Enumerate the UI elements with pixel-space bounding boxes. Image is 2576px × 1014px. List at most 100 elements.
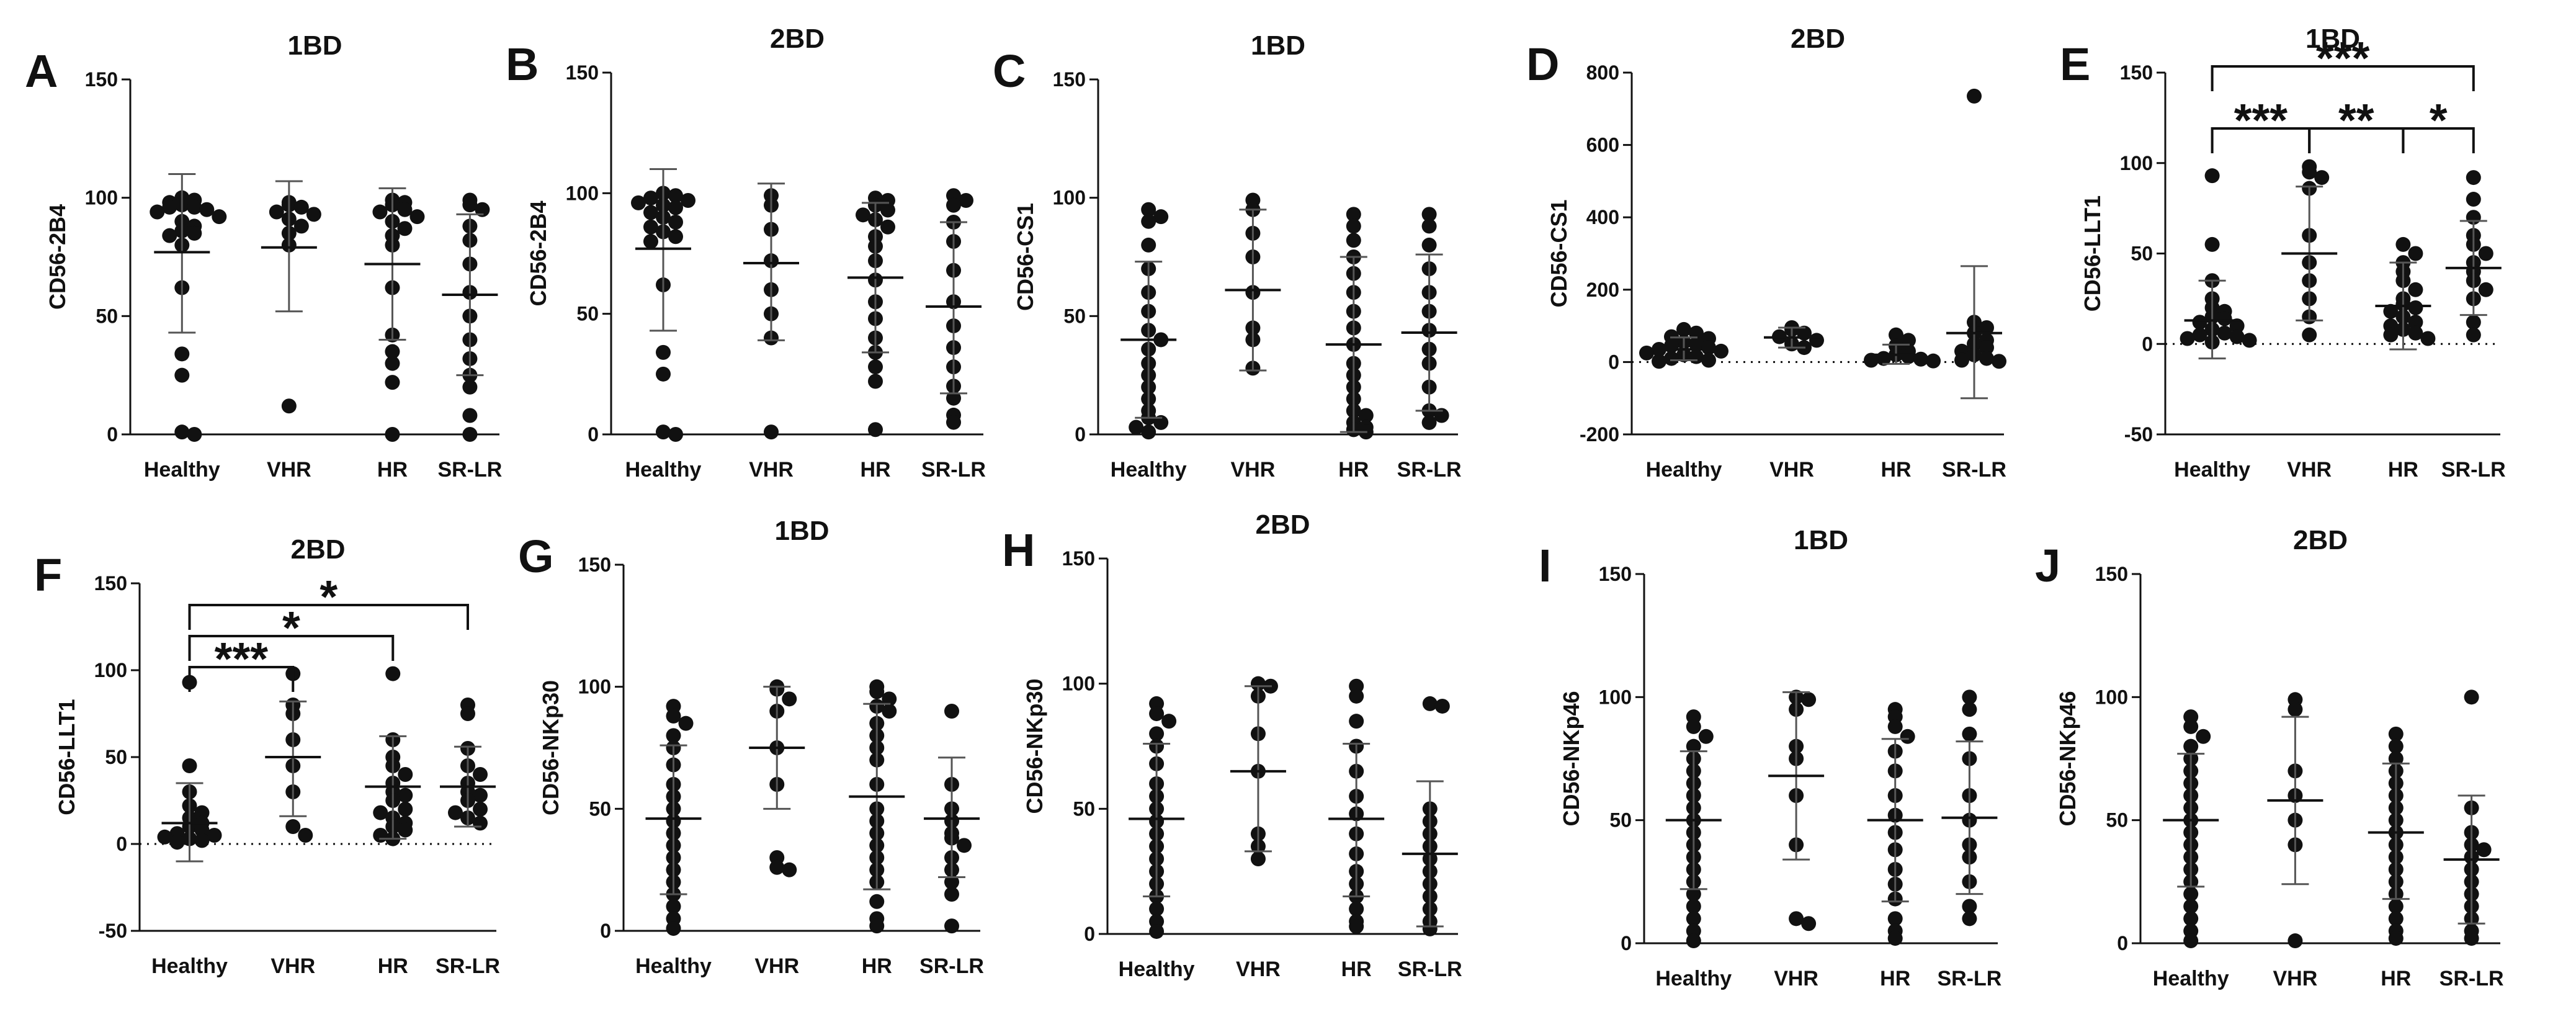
data-point [668,188,683,204]
data-point [2408,282,2423,297]
data-point [2302,164,2317,180]
data-point [1161,714,1177,729]
y-tick-label: 50 [2106,809,2128,832]
y-tick-label: 50 [1073,797,1095,820]
data-point [1141,424,1156,440]
panel-title: 1BD [1251,30,1305,61]
data-point [2217,311,2232,326]
x-category-label: Healthy [625,458,702,482]
data-point [475,202,490,217]
data-point [1887,931,1903,946]
data-point [306,207,321,222]
y-axis-label: CD56-NKp46 [2055,691,2080,826]
y-tick-label: 50 [96,305,118,327]
data-point [2466,192,2481,207]
significance-stars: ** [2338,94,2374,146]
data-point [869,684,885,699]
panel-title: 2BD [1255,509,1310,540]
data-point [2229,318,2245,334]
data-point [2408,246,2423,261]
data-point [681,192,695,208]
y-tick-label: 0 [2117,932,2128,954]
y-tick-label: 100 [2120,152,2153,174]
y-tick-label: 800 [1586,61,1619,84]
data-point [473,815,488,831]
data-point [944,874,959,890]
data-point [397,221,413,236]
data-point [169,835,185,850]
data-point [462,427,478,442]
significance-stars: * [282,602,300,653]
data-point [1809,333,1824,348]
panel-title: 2BD [290,534,345,565]
panel-title: 2BD [2293,525,2348,555]
y-tick-label: 0 [1621,932,1632,954]
data-point [1250,851,1266,866]
data-point [2388,726,2404,742]
panel-g: 0 50 100 150 CD56-NKp30 1BD G Healthy VHR HR SR-LR [518,516,984,978]
panel-a: 0 50 100 150 CD56-2B4 1BD A Healthy VHR HR SR-LR [25,30,502,482]
y-tick-label: 50 [589,797,611,820]
significance-bracket [2211,65,2475,91]
data-point [880,219,895,235]
x-category-label: HR [1341,958,1372,981]
panel-title: 1BD [287,30,342,61]
data-point [1962,911,1977,927]
data-point [473,767,488,782]
y-tick-label: 50 [1063,305,1086,327]
data-point [473,787,488,803]
data-point [1889,327,1903,343]
x-category-label: SR-LR [437,458,502,482]
data-point [398,787,413,803]
data-point [1346,207,1361,222]
y-tick-label: -50 [2124,423,2153,446]
panel-f: -50 0 50 100 150 CD56-LLT1 2BD F Healthy VHR HR SR-… [34,534,500,978]
data-point [643,234,658,249]
data-point [1346,218,1361,234]
data-point [199,202,215,217]
data-point [1701,340,1716,356]
panel-j: 0 50 100 150 CD56-NKp46 2BD J Healthy VHR HR SR-LR [2035,525,2504,990]
y-tick-label: 0 [600,920,611,942]
x-category-label: SR-LR [436,954,500,978]
data-point [1153,209,1169,225]
data-point [2408,315,2423,330]
y-axis-label: CD56-CS1 [1546,199,1572,307]
data-point [782,691,797,707]
data-point [2464,689,2479,705]
data-point [869,894,885,909]
data-point [666,899,681,914]
y-tick-label: 0 [2142,333,2153,355]
data-point [2383,303,2399,319]
panel-title: 2BD [1791,24,1845,54]
data-point [2183,933,2199,949]
data-point [398,767,413,782]
data-point [1639,345,1654,361]
y-tick-label: 150 [1599,563,1632,585]
data-point [1689,336,1704,352]
y-axis-label: CD56-2B4 [45,204,70,310]
y-tick-label: -50 [99,920,127,942]
significance-bracket [188,604,469,630]
significance-stars: *** [215,633,269,684]
panel-title: 1BD [1794,525,1848,555]
data-point [1129,420,1144,435]
data-point [2288,702,2303,717]
data-point [869,918,885,934]
x-category-label: HR [860,458,890,482]
panel-letter: B [506,38,539,90]
data-point [298,828,313,843]
data-point [1954,352,1969,368]
x-category-label: SR-LR [1397,458,1462,482]
data-point [2464,931,2479,946]
x-category-label: Healthy [1655,967,1732,990]
y-tick-label: 150 [578,554,611,576]
x-category-label: HR [1338,458,1369,482]
x-category-label: HR [1880,967,1910,990]
data-point [946,390,961,406]
x-category-label: HR [378,954,408,978]
data-point [162,228,177,243]
data-point [1149,706,1165,722]
data-point [666,921,681,936]
